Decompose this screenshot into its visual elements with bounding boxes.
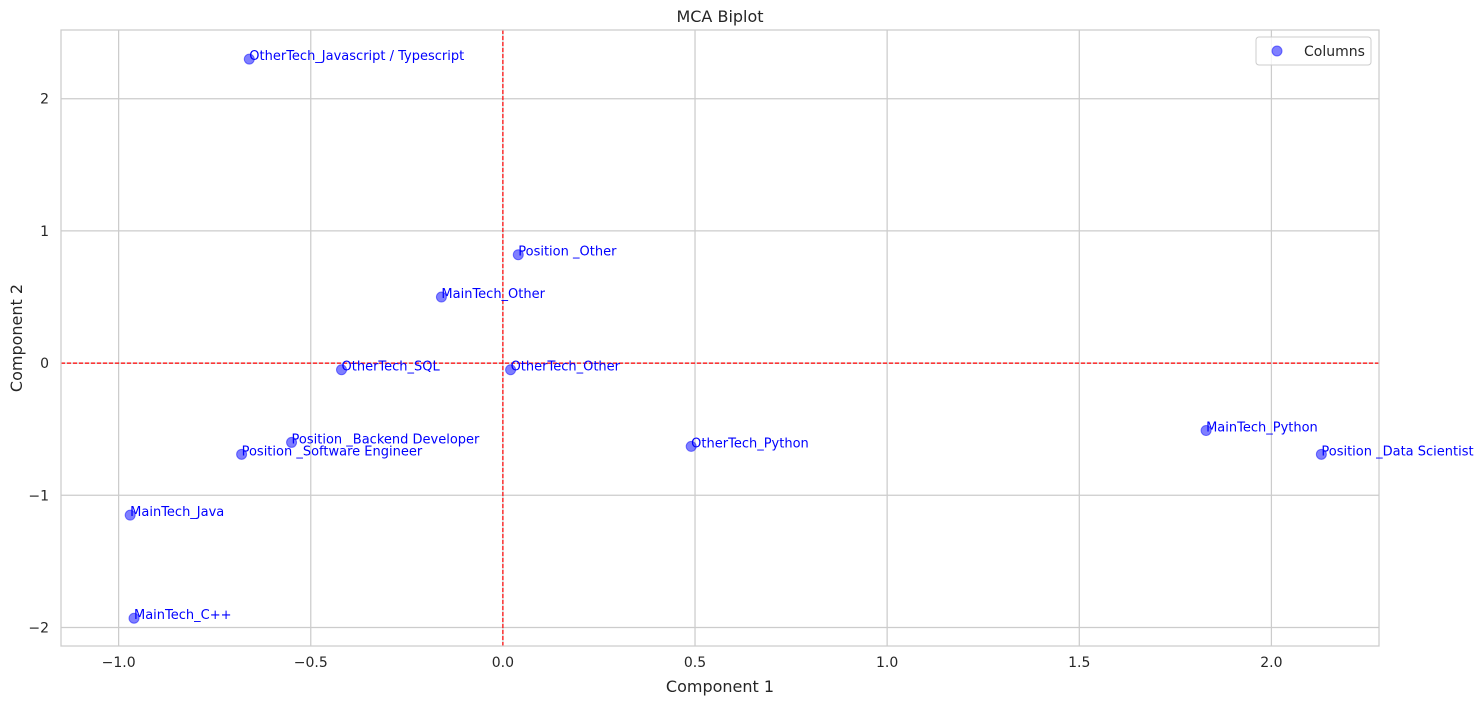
point-labels: OtherTech_Javascript / Typescript Positio… [130,49,1473,623]
y-tick-label: 2 [40,92,49,108]
point-label: Position _Other [518,245,617,260]
x-tick-label: −1.0 [102,655,136,671]
point-label: Position _Data Scientist [1321,444,1473,459]
y-axis-title: Component 2 [7,284,26,392]
point-label: OtherTech_Javascript / Typescript [249,49,464,64]
x-tick-label: 1.0 [876,655,898,671]
y-tick-label: 1 [40,224,49,240]
chart-title: MCA Biplot [676,7,763,26]
point-label: Position _Software Engineer [242,444,423,459]
point-label: OtherTech_SQL [342,360,441,375]
point-label: OtherTech_Python [691,436,809,451]
x-tick-label: 1.5 [1068,655,1090,671]
x-tick-label: 2.0 [1260,655,1282,671]
tick-labels: −1.0 −0.5 0.0 0.5 1.0 1.5 2.0 −2 −1 0 1 2 [28,92,1282,671]
legend-marker [1272,46,1282,56]
point-label: MainTech_Python [1206,421,1318,436]
point-label: MainTech_Java [130,505,224,520]
point-label: MainTech_Other [441,287,545,302]
data-points [125,54,1326,623]
legend-label: Columns [1304,44,1365,60]
x-tick-label: −0.5 [294,655,328,671]
point-label: OtherTech_Other [511,360,621,375]
plot-frame [61,30,1379,646]
point-label: MainTech_C++ [134,608,232,623]
y-tick-label: −2 [28,620,49,636]
x-tick-label: 0.5 [684,655,706,671]
reference-lines [61,30,1379,646]
x-axis-title: Component 1 [666,677,774,696]
y-tick-label: −1 [28,488,49,504]
y-tick-label: 0 [40,356,49,372]
legend: Columns [1256,37,1371,65]
grid-layer [61,30,1379,646]
x-tick-label: 0.0 [492,655,514,671]
